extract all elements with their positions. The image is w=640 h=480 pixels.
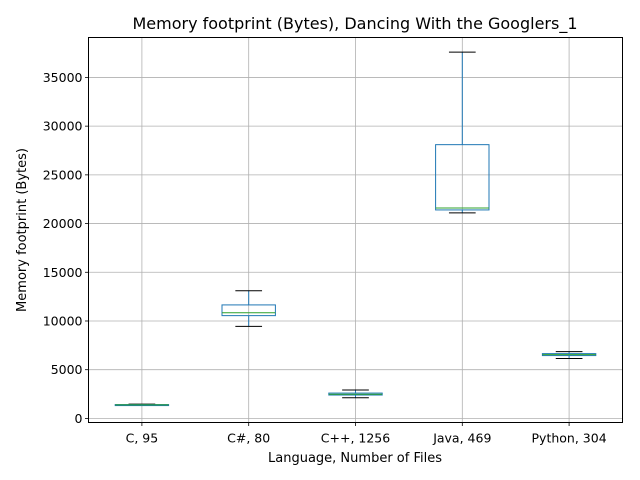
grid-lines (88, 37, 623, 423)
y-tick-label: 10000 (43, 313, 83, 328)
box-5 (541, 351, 597, 359)
x-tick-label: Python, 304 (532, 431, 607, 446)
x-axis-label: Language, Number of Files (268, 451, 442, 466)
y-axis-ticks: 0 5000 10000 15000 20000 25000 30000 35000 (43, 70, 89, 426)
y-axis-label: Memory footprint (Bytes) (15, 148, 30, 312)
y-tick-label: 20000 (43, 216, 83, 231)
chart-title: Memory footprint (Bytes), Dancing With t… (132, 14, 577, 34)
x-tick-label: C, 95 (126, 431, 159, 446)
box-1 (114, 403, 170, 407)
y-tick-label: 35000 (43, 70, 83, 85)
iqr-box (221, 304, 276, 317)
x-tick-label: C#, 80 (227, 431, 270, 446)
y-tick-label: 0 (75, 411, 83, 426)
x-axis-ticks: C, 95 C#, 80 C++, 1256 Java, 469 Python, 304 (126, 422, 607, 446)
box-3 (328, 389, 383, 399)
y-tick-label: 15000 (43, 265, 83, 280)
y-tick-label: 5000 (51, 362, 83, 377)
iqr-box (435, 144, 490, 211)
box-plots (114, 51, 597, 407)
box-4 (435, 51, 490, 214)
box-2 (221, 290, 276, 327)
x-tick-label: Java, 469 (432, 431, 491, 446)
y-tick-label: 30000 (43, 119, 83, 134)
y-tick-label: 25000 (43, 167, 83, 182)
x-tick-label: C++, 1256 (321, 431, 390, 446)
